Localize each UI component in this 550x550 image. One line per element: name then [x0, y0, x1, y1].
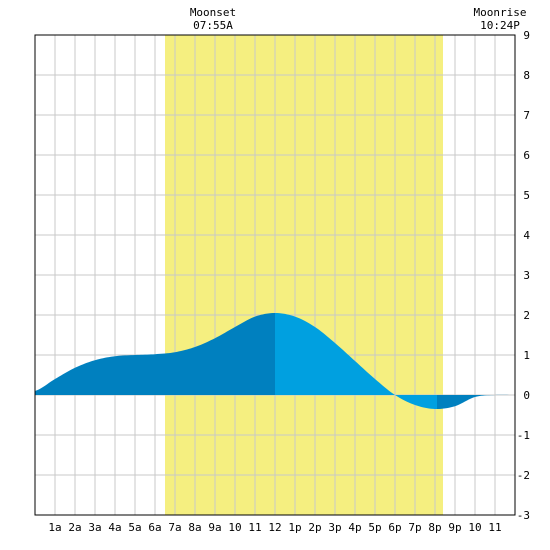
x-tick-label: 2a: [68, 521, 81, 534]
x-tick-label: 1p: [288, 521, 301, 534]
x-tick-label: 5p: [368, 521, 381, 534]
y-tick-label: 2: [523, 309, 530, 322]
tide-area-rising: [35, 313, 275, 395]
y-tick-label: 4: [523, 229, 530, 242]
moonrise-label: Moonrise: [474, 6, 527, 19]
x-tick-label: 4p: [348, 521, 361, 534]
plot-frame: [34, 34, 516, 516]
y-tick-label: 9: [523, 29, 530, 42]
x-tick-label: 4a: [108, 521, 121, 534]
x-tick-label: 8a: [188, 521, 201, 534]
y-tick-label: 6: [523, 149, 530, 162]
moonrise-time: 10:24P: [480, 19, 520, 32]
x-tick-label: 8p: [428, 521, 441, 534]
x-tick-label: 11: [488, 521, 501, 534]
x-tick-label: 12: [268, 521, 281, 534]
x-tick-label: 7a: [168, 521, 181, 534]
x-tick-label: 9a: [208, 521, 221, 534]
x-tick-label: 11: [248, 521, 261, 534]
x-tick-label: 6a: [148, 521, 161, 534]
x-tick-label: 5a: [128, 521, 141, 534]
y-tick-label: 3: [523, 269, 530, 282]
y-tick-label: -2: [517, 469, 530, 482]
x-tick-label: 7p: [408, 521, 421, 534]
y-tick-label: 0: [523, 389, 530, 402]
x-tick-label: 2p: [308, 521, 321, 534]
x-tick-label: 6p: [388, 521, 401, 534]
x-tick-label: 3p: [328, 521, 341, 534]
moonset-time: 07:55A: [193, 19, 233, 32]
moonset-label: Moonset: [190, 6, 236, 19]
y-tick-label: 5: [523, 189, 530, 202]
y-tick-label: -3: [517, 509, 530, 522]
x-tick-label: 3a: [88, 521, 101, 534]
y-tick-label: 7: [523, 109, 530, 122]
x-tick-label: 1a: [48, 521, 61, 534]
y-tick-label: 8: [523, 69, 530, 82]
y-tick-label: -1: [517, 429, 530, 442]
x-tick-label: 10: [468, 521, 481, 534]
tide-area-falling: [275, 313, 437, 410]
tide-area-rising-late: [437, 394, 515, 410]
x-tick-label: 9p: [448, 521, 461, 534]
y-tick-label: 1: [523, 349, 530, 362]
x-tick-label: 10: [228, 521, 241, 534]
